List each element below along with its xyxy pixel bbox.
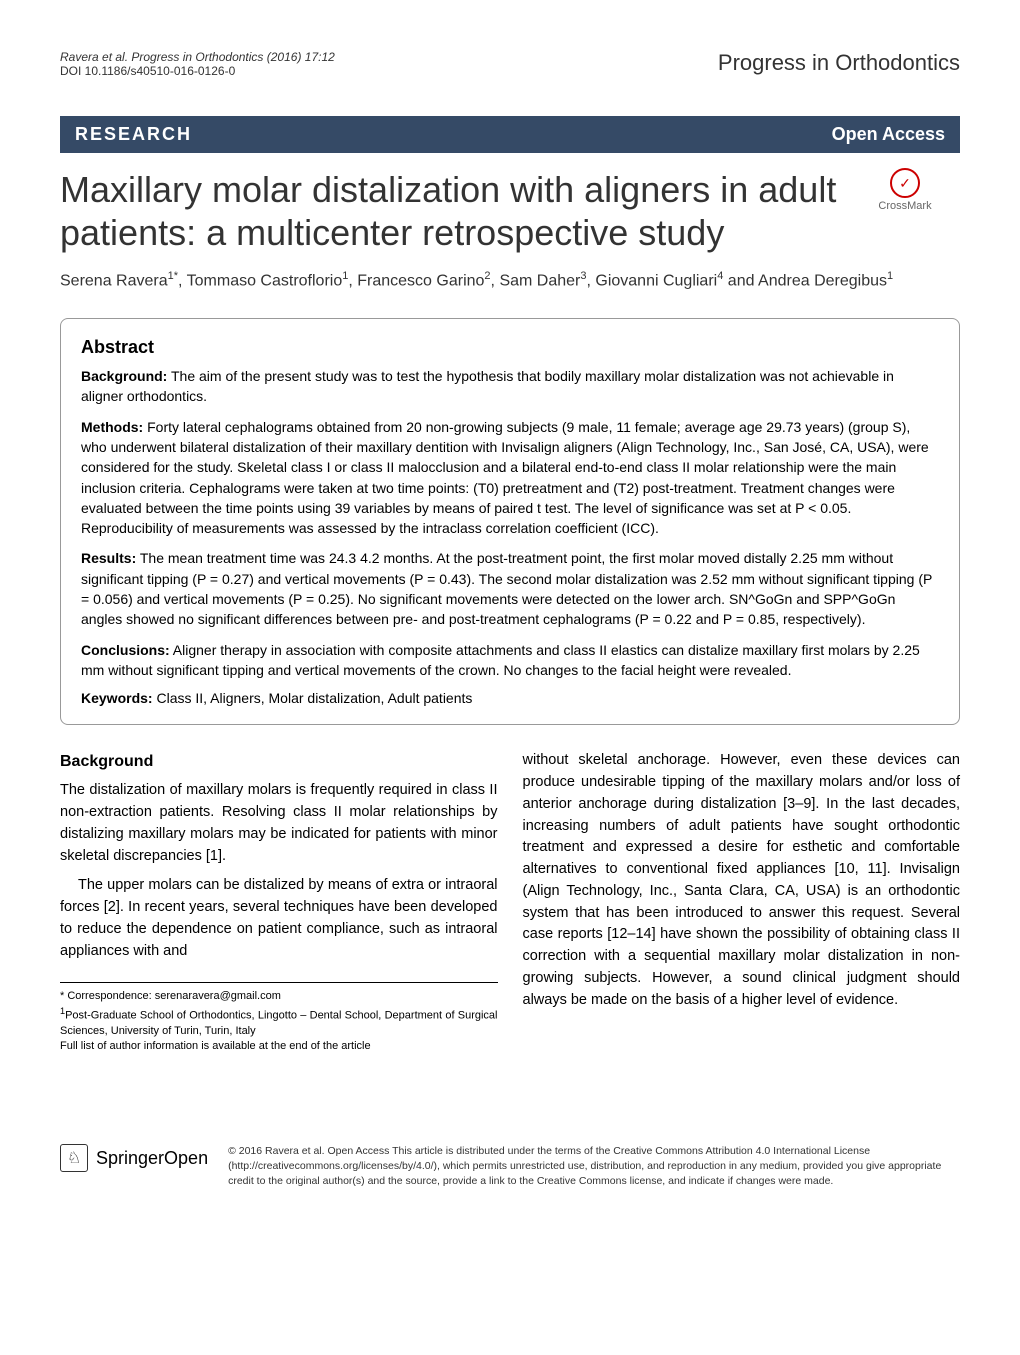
springer-text: SpringerOpen xyxy=(96,1148,208,1169)
abstract-methods-label: Methods: xyxy=(81,419,143,435)
right-column: without skeletal anchorage. However, eve… xyxy=(523,750,961,1054)
crossmark-label: CrossMark xyxy=(850,200,960,212)
header: Ravera et al. Progress in Orthodontics (… xyxy=(60,50,960,86)
correspondence-affiliation: 1Post-Graduate School of Orthodontics, L… xyxy=(60,1005,498,1039)
open-access-label: Open Access xyxy=(832,124,945,145)
correspondence: * Correspondence: serenaravera@gmail.com… xyxy=(60,982,498,1054)
doi: DOI 10.1186/s40510-016-0126-0 xyxy=(60,64,335,78)
journal-name: Progress in Orthodontics xyxy=(718,50,960,76)
background-heading: Background xyxy=(60,750,498,774)
keywords: Keywords: Class II, Aligners, Molar dist… xyxy=(81,690,939,706)
abstract-heading: Abstract xyxy=(81,337,939,358)
article-title: Maxillary molar distalization with align… xyxy=(60,168,840,254)
footer: ♘ SpringerOpen © 2016 Ravera et al. Open… xyxy=(0,1144,1020,1218)
body-columns: Background The distalization of maxillar… xyxy=(60,750,960,1054)
abstract-results-text: The mean treatment time was 24.3 4.2 mon… xyxy=(81,550,932,627)
body-p1: The distalization of maxillary molars is… xyxy=(60,780,498,867)
abstract-results-label: Results: xyxy=(81,550,136,566)
keywords-text: Class II, Aligners, Molar distalization,… xyxy=(156,690,472,706)
abstract-methods: Methods: Forty lateral cephalograms obta… xyxy=(81,417,939,539)
abstract-background-label: Background: xyxy=(81,368,167,384)
abstract-results: Results: The mean treatment time was 24.… xyxy=(81,548,939,629)
keywords-label: Keywords: xyxy=(81,690,153,706)
abstract-conclusions-label: Conclusions: xyxy=(81,642,170,658)
title-row: Maxillary molar distalization with align… xyxy=(60,168,960,269)
crossmark-icon: ✓ xyxy=(890,168,920,198)
abstract-background: Background: The aim of the present study… xyxy=(81,366,939,407)
springer-icon: ♘ xyxy=(60,1144,88,1172)
correspondence-note: Full list of author information is avail… xyxy=(60,1039,498,1054)
body-p3: without skeletal anchorage. However, eve… xyxy=(523,750,961,1011)
license-text: © 2016 Ravera et al. Open Access This ar… xyxy=(228,1144,960,1188)
abstract-methods-text: Forty lateral cephalograms obtained from… xyxy=(81,419,929,536)
abstract-background-text: The aim of the present study was to test… xyxy=(81,368,894,404)
left-column: Background The distalization of maxillar… xyxy=(60,750,498,1054)
article-type-banner: RESEARCH Open Access xyxy=(60,116,960,153)
springer-logo: ♘ SpringerOpen xyxy=(60,1144,208,1172)
abstract-conclusions-text: Aligner therapy in association with comp… xyxy=(81,642,920,678)
abstract-box: Abstract Background: The aim of the pres… xyxy=(60,318,960,725)
citation-block: Ravera et al. Progress in Orthodontics (… xyxy=(60,50,335,78)
abstract-conclusions: Conclusions: Aligner therapy in associat… xyxy=(81,640,939,681)
authors: Serena Ravera1*, Tommaso Castroflorio1, … xyxy=(60,269,960,293)
crossmark-badge[interactable]: ✓ CrossMark xyxy=(850,168,960,212)
correspondence-email: * Correspondence: serenaravera@gmail.com xyxy=(60,989,498,1004)
article-type: RESEARCH xyxy=(75,124,192,145)
body-p2: The upper molars can be distalized by me… xyxy=(60,875,498,962)
citation: Ravera et al. Progress in Orthodontics (… xyxy=(60,50,335,64)
